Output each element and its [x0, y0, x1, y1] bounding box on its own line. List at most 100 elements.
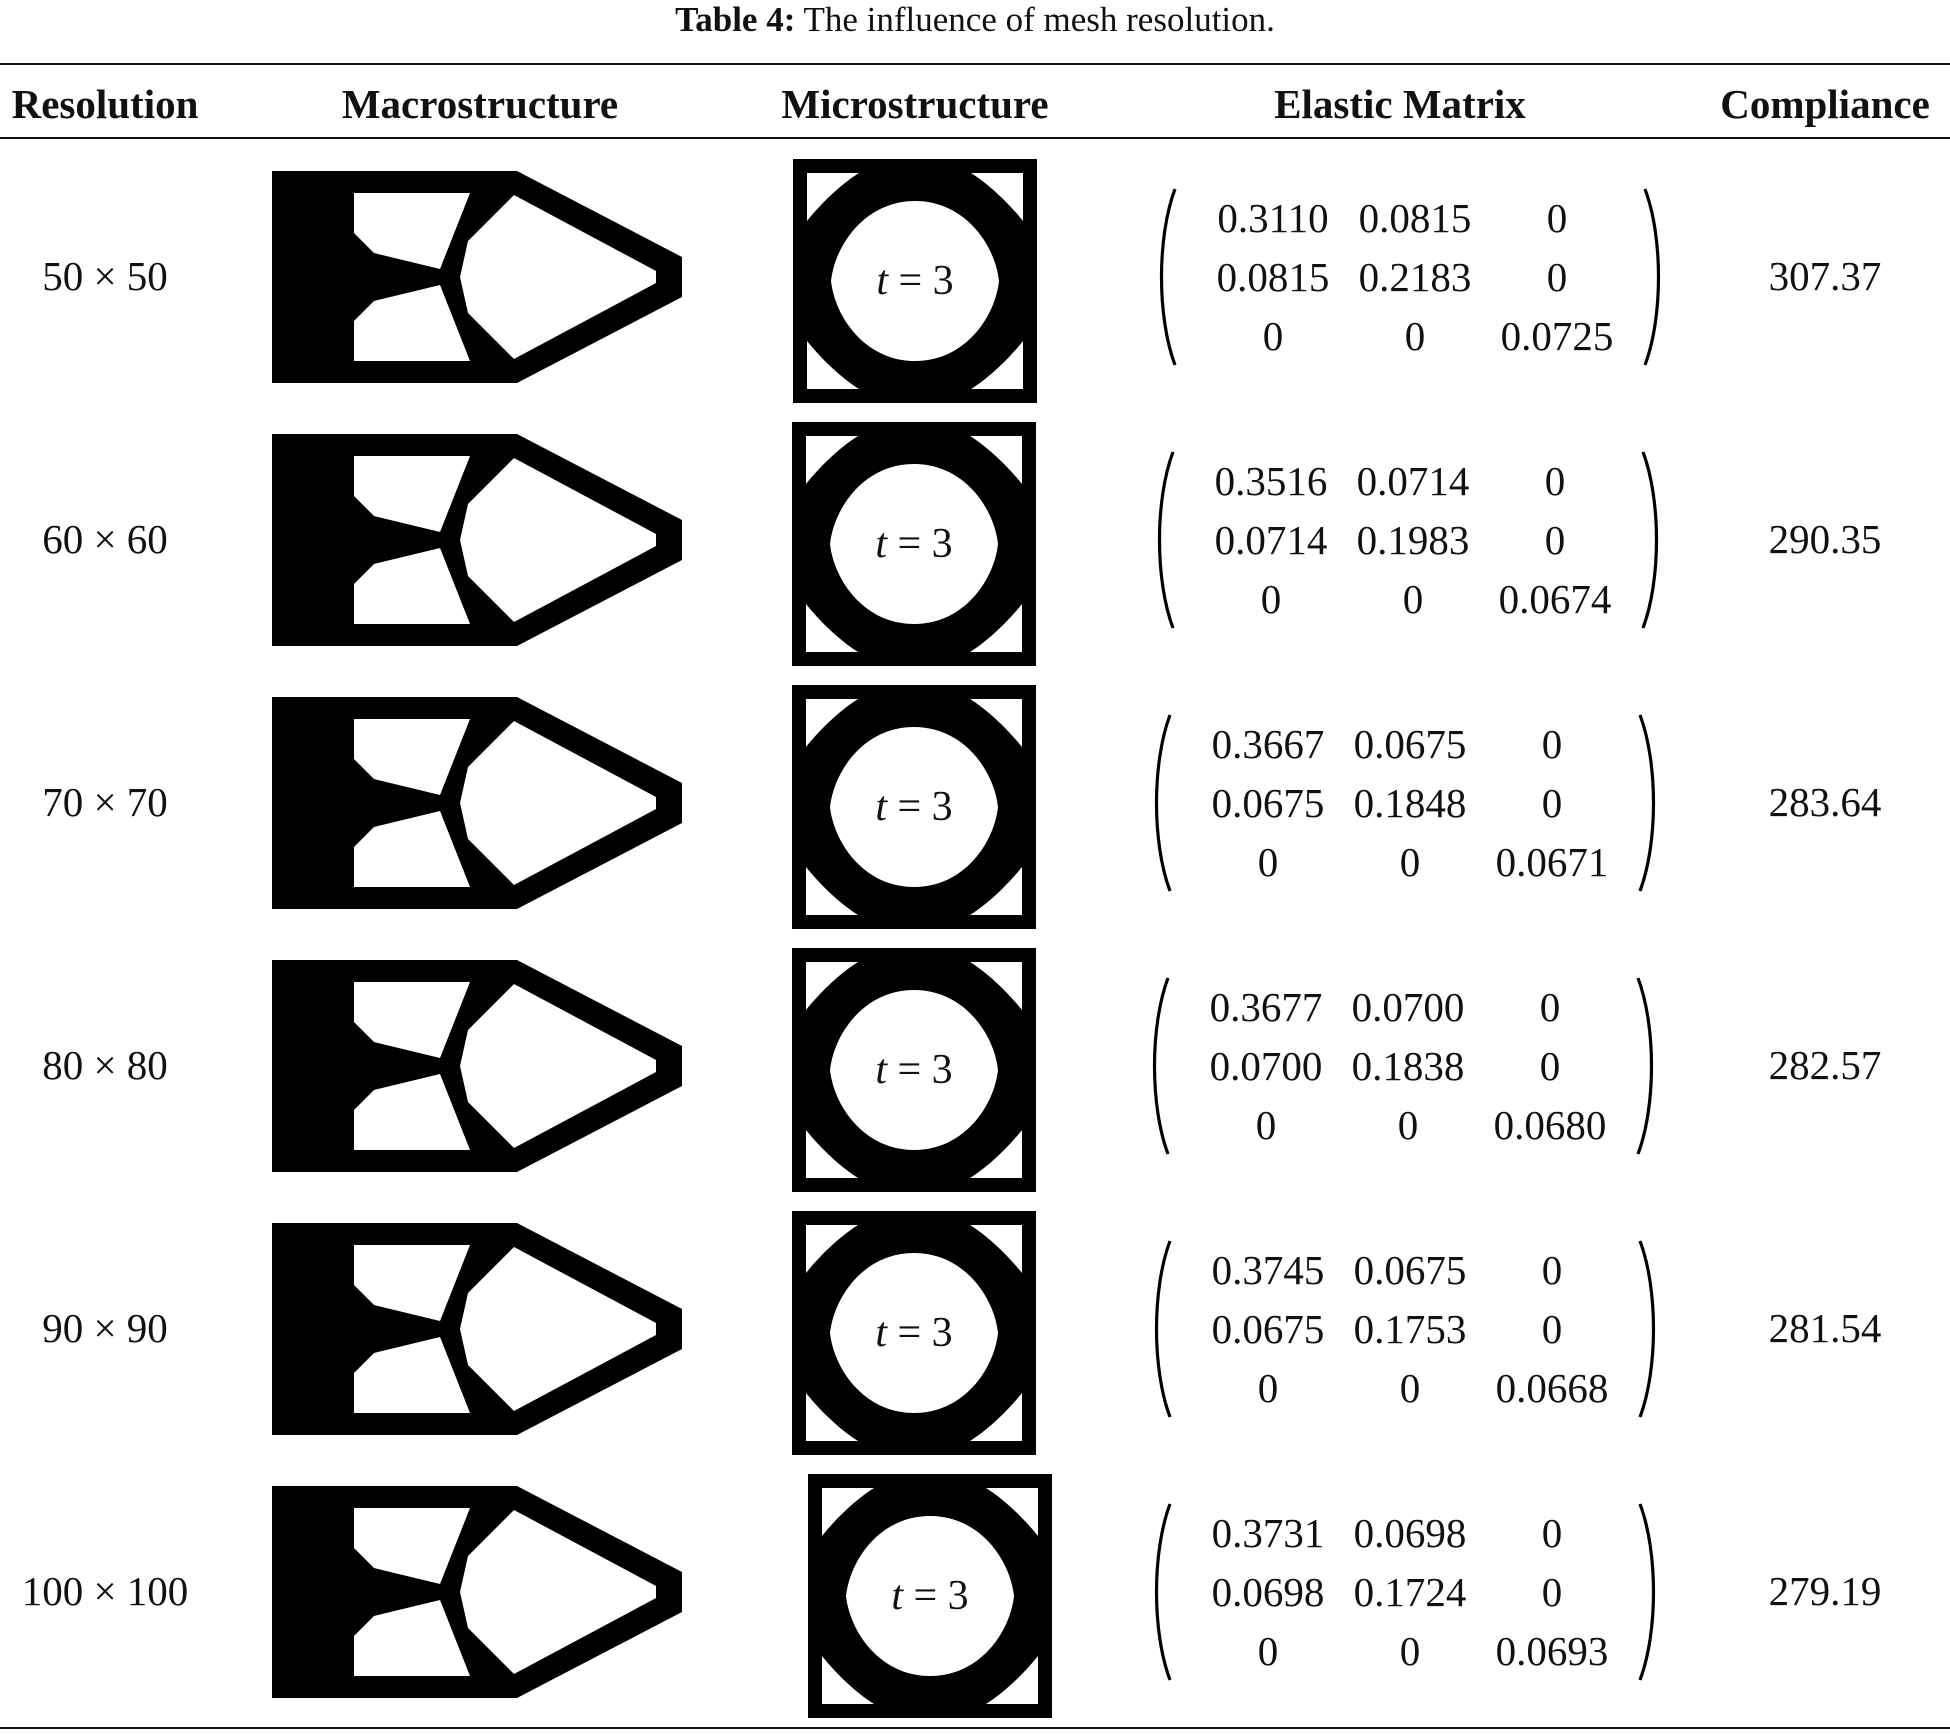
table-caption: Table 4: The influence of mesh resolutio…: [0, 0, 1950, 40]
matrix-cell: 0.0671: [1495, 839, 1609, 885]
matrix-left-paren: [1148, 976, 1172, 1156]
thickness-value: = 3: [886, 1047, 953, 1093]
thickness-variable: t: [875, 1310, 887, 1356]
thickness-value: = 3: [886, 784, 953, 830]
matrix-cell: 0.0725: [1500, 313, 1614, 359]
matrix-cell: 0.3731: [1211, 1510, 1325, 1556]
matrix-cell: 0.0815: [1358, 195, 1472, 241]
matrix-cell: 0: [1539, 984, 1561, 1030]
matrix-cell: 0: [1255, 1102, 1277, 1148]
table-row: 80 × 80 t = 3 0.3677 0.0700 0 0.0700 0.1838 0 0 0…: [0, 934, 1950, 1197]
matrix-cell: 0: [1257, 839, 1279, 885]
elastic-matrix: 0.3745 0.0675 0 0.0675 0.1753 0 0 0 0.0668: [1150, 1239, 1660, 1419]
thickness-variable: t: [891, 1573, 903, 1619]
matrix-left-paren: [1150, 1239, 1174, 1419]
matrix-right-paren: [1636, 1239, 1660, 1419]
matrix-cell: 0: [1399, 1365, 1421, 1411]
matrix-cell: 0: [1541, 1510, 1563, 1556]
microstructure-image: t = 3: [792, 1211, 1036, 1455]
matrix-cell: 0: [1546, 195, 1568, 241]
matrix-cell: 0: [1541, 1569, 1563, 1615]
macrostructure-image: [272, 171, 688, 383]
table-row: 50 × 50 t = 3 0.3110 0.0815 0 0.0815 0.2183 0 0 0…: [0, 145, 1950, 408]
matrix-cell: 0.0714: [1356, 458, 1470, 504]
matrix-cell: 0: [1260, 576, 1282, 622]
matrix-cell: 0: [1402, 576, 1424, 622]
resolution-cell: 60 × 60: [42, 516, 168, 562]
top-rule: [0, 63, 1950, 65]
matrix-cell: 0.0675: [1353, 1247, 1467, 1293]
thickness-value: = 3: [886, 521, 953, 567]
matrix-cell: 0.1753: [1353, 1306, 1467, 1352]
thickness-variable: t: [875, 784, 887, 830]
thickness-variable: t: [875, 521, 887, 567]
matrix-cell: 0.3516: [1214, 458, 1328, 504]
matrix-cell: 0: [1397, 1102, 1419, 1148]
matrix-cell: 0.0700: [1351, 984, 1465, 1030]
header-resolution: Resolution: [11, 81, 199, 127]
matrix-cell: 0.3110: [1217, 195, 1329, 241]
resolution-cell: 100 × 100: [21, 1568, 189, 1614]
macrostructure-image: [272, 1486, 688, 1698]
matrix-cell: 0.0714: [1214, 517, 1328, 563]
matrix-cell: 0: [1262, 313, 1284, 359]
header-microstructure: Microstructure: [781, 81, 1049, 127]
matrix-cell: 0.3745: [1211, 1247, 1325, 1293]
resolution-cell: 80 × 80: [42, 1042, 168, 1088]
elastic-matrix: 0.3110 0.0815 0 0.0815 0.2183 0 0 0 0.0725: [1155, 187, 1665, 367]
macrostructure-image: [272, 434, 688, 646]
compliance-cell: 279.19: [1768, 1568, 1882, 1614]
thickness-label: t = 3: [792, 422, 1036, 666]
header-rule: [0, 137, 1950, 139]
caption-label: Table 4:: [675, 0, 796, 39]
macrostructure-image: [272, 1223, 688, 1435]
microstructure-image: t = 3: [792, 948, 1036, 1192]
compliance-cell: 282.57: [1768, 1042, 1882, 1088]
matrix-left-paren: [1150, 1502, 1174, 1682]
microstructure-image: t = 3: [793, 159, 1037, 403]
matrix-cell: 0.1724: [1353, 1569, 1467, 1615]
matrix-cell: 0.0693: [1495, 1628, 1609, 1674]
caption-text: The influence of mesh resolution.: [803, 0, 1275, 39]
matrix-cell: 0.0700: [1209, 1043, 1323, 1089]
matrix-cell: 0: [1541, 1247, 1563, 1293]
thickness-label: t = 3: [808, 1474, 1052, 1718]
matrix-cell: 0: [1541, 780, 1563, 826]
elastic-matrix: 0.3677 0.0700 0 0.0700 0.1838 0 0 0 0.0680: [1148, 976, 1658, 1156]
resolution-cell: 70 × 70: [42, 779, 168, 825]
matrix-cell: 0: [1399, 1628, 1421, 1674]
matrix-cell: 0.0815: [1216, 254, 1330, 300]
matrix-cell: 0.0698: [1353, 1510, 1467, 1556]
matrix-cell: 0: [1257, 1628, 1279, 1674]
thickness-label: t = 3: [792, 685, 1036, 929]
matrix-cell: 0.0680: [1493, 1102, 1607, 1148]
table-row: 70 × 70 t = 3 0.3667 0.0675 0 0.0675 0.1848 0 0 0…: [0, 671, 1950, 934]
matrix-cell: 0.3667: [1211, 721, 1325, 767]
matrix-cell: 0: [1544, 458, 1566, 504]
matrix-cell: 0.0675: [1353, 721, 1467, 767]
matrix-left-paren: [1153, 450, 1177, 630]
matrix-cell: 0.1983: [1356, 517, 1470, 563]
matrix-cell: 0: [1541, 1306, 1563, 1352]
table-row: 60 × 60 t = 3 0.3516 0.0714 0 0.0714 0.1983 0 0 0…: [0, 408, 1950, 671]
matrix-cell: 0: [1399, 839, 1421, 885]
header-elastic-matrix: Elastic Matrix: [1274, 81, 1526, 127]
header-compliance: Compliance: [1720, 81, 1930, 127]
matrix-cell: 0.3677: [1209, 984, 1323, 1030]
microstructure-image: t = 3: [792, 685, 1036, 929]
elastic-matrix: 0.3516 0.0714 0 0.0714 0.1983 0 0 0 0.0674: [1153, 450, 1663, 630]
header-macrostructure: Macrostructure: [341, 81, 619, 127]
matrix-right-paren: [1636, 1502, 1660, 1682]
matrix-cell: 0: [1546, 254, 1568, 300]
macrostructure-image: [272, 697, 688, 909]
matrix-cell: 0: [1404, 313, 1426, 359]
thickness-label: t = 3: [793, 159, 1037, 403]
matrix-cell: 0: [1544, 517, 1566, 563]
matrix-cell: 0: [1541, 721, 1563, 767]
thickness-value: = 3: [887, 258, 954, 304]
microstructure-image: t = 3: [808, 1474, 1052, 1718]
microstructure-image: t = 3: [792, 422, 1036, 666]
matrix-cell: 0.2183: [1358, 254, 1472, 300]
elastic-matrix: 0.3667 0.0675 0 0.0675 0.1848 0 0 0 0.0671: [1150, 713, 1660, 893]
thickness-value: = 3: [886, 1310, 953, 1356]
